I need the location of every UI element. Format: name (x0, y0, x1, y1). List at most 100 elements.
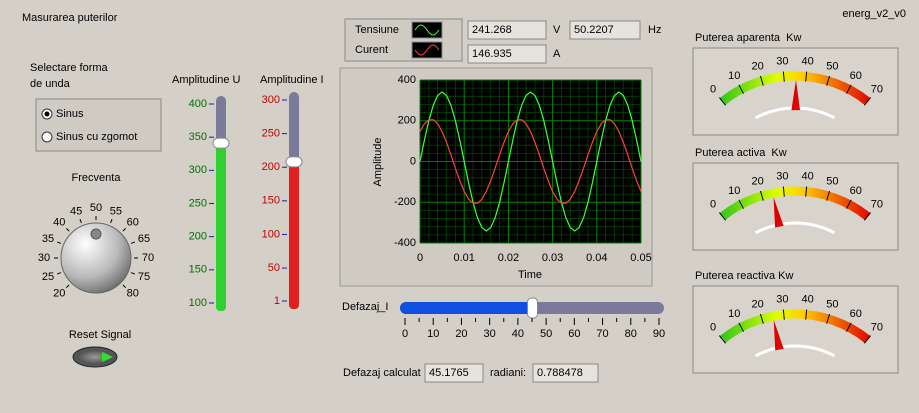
gauge-tick (805, 186, 808, 197)
knob-tick (65, 227, 70, 232)
radians-value: 0.788478 (537, 367, 583, 379)
slider-tick-label: 80 (625, 328, 637, 340)
knob-tick (122, 284, 127, 289)
slider-tick-label: 200 (262, 161, 280, 173)
unit-label: V (553, 24, 561, 36)
y-tick-label: 0 (410, 155, 416, 167)
knob[interactable] (60, 222, 132, 294)
gauge: 0 10 20 30 40 50 60 70 (710, 171, 883, 235)
knob-tick (57, 272, 62, 275)
readout-label: Defazaj calculat (343, 367, 421, 379)
gauge-panel (692, 162, 899, 251)
slider-thumb[interactable] (285, 156, 303, 168)
gauge-tick (718, 335, 726, 344)
waveform-line (419, 119, 642, 204)
slider-tick-label: 60 (568, 328, 580, 340)
gauge-tick (738, 84, 744, 94)
reset-button[interactable] (72, 346, 118, 368)
slider-tick-label: 250 (262, 128, 280, 140)
gauge-tick (759, 190, 764, 201)
gauge-tick-label: 30 (776, 56, 788, 68)
slider-thumb[interactable] (526, 297, 538, 319)
gauge-tick (805, 309, 808, 320)
knob-tick-label: 30 (38, 252, 50, 264)
gauge-tick-label: 20 (751, 60, 763, 72)
knob-tick-label: 25 (42, 271, 54, 283)
radio-option[interactable]: Sinus (56, 108, 84, 120)
knob-tick-label: 75 (138, 271, 150, 283)
slider-tick-label: 350 (189, 131, 207, 143)
y-axis-label: Amplitude (372, 138, 384, 187)
x-tick-label: 0 (417, 252, 423, 264)
gauge-tick (864, 212, 872, 221)
legend-label: Tensiune (355, 24, 399, 36)
x-tick-label: 0.05 (630, 252, 651, 264)
knob-tick (57, 241, 62, 244)
gauge-panel (692, 285, 899, 374)
slider-thumb[interactable] (212, 137, 230, 149)
waveform-label: de unda (30, 78, 71, 90)
gauge-tick (759, 313, 764, 324)
knob-pointer (90, 228, 102, 240)
gauge-tick-label: 0 (710, 322, 716, 334)
gauge-tick (718, 97, 726, 106)
gauge-tick-label: 30 (776, 171, 788, 183)
gauge-tick (864, 335, 872, 344)
slider-tick-label: 90 (653, 328, 665, 340)
panel-title: Masurarea puterilor (22, 12, 118, 24)
slider-label: Amplitudine U (172, 74, 241, 86)
frequency-value: 50.2207 (574, 24, 614, 36)
gauge-inner-arc (754, 221, 836, 235)
slider-tick-label: 10 (427, 328, 439, 340)
slider-fill (400, 302, 533, 314)
gauge-inner-arc (754, 344, 836, 358)
gauge-tick-label: 0 (710, 84, 716, 96)
readout-box (424, 363, 484, 383)
knob-tick-label: 45 (70, 206, 82, 218)
gauge-band (719, 186, 871, 220)
gauge-band (719, 309, 871, 343)
gauge-tick (826, 313, 831, 324)
knob-tick-label: 35 (42, 233, 54, 245)
radio-option[interactable]: Sinus cu zgomot (56, 131, 137, 143)
knob-tick-label: 70 (142, 252, 154, 264)
knob-tick (122, 227, 127, 232)
waveform-label: Selectare forma (30, 62, 109, 74)
slider-tick-label: 50 (268, 262, 280, 274)
gauge-tick-label: 70 (871, 322, 883, 334)
radio-button[interactable] (41, 131, 53, 143)
gauge-tick (846, 199, 852, 209)
waveform-line (419, 91, 642, 232)
gauge-tick-label: 60 (850, 185, 862, 197)
gauge-tick (805, 71, 808, 82)
slider-tick-label: 300 (189, 164, 207, 176)
slider-tick-label: 150 (262, 195, 280, 207)
gauge-tick-label: 20 (751, 175, 763, 187)
knob-tick-label: 60 (127, 217, 139, 229)
knob-tick (110, 219, 113, 224)
unit-label: Hz (648, 24, 661, 36)
x-tick-label: 0.02 (498, 252, 519, 264)
gauge-tick-label: 40 (801, 294, 813, 306)
slider-label: Defazaj_I (342, 301, 388, 313)
gauge-needle (773, 197, 784, 228)
gauge-needle (773, 320, 784, 351)
legend-swatch (414, 24, 440, 36)
slider-tick-label: 300 (262, 94, 280, 106)
gauge-tick (738, 322, 744, 332)
readout-label: radiani: (490, 367, 526, 379)
readout-box (569, 20, 641, 40)
knob-tick-label: 20 (53, 287, 65, 299)
gauge-tick (782, 186, 785, 197)
slider-tick-label: 100 (189, 297, 207, 309)
gauge-tick-label: 0 (710, 199, 716, 211)
gauge-tick-label: 40 (801, 171, 813, 183)
gauge-tick-label: 70 (871, 84, 883, 96)
gauge-tick (846, 84, 852, 94)
gauge-tick (782, 71, 785, 82)
knob-tick (65, 284, 70, 289)
legend-swatch (414, 44, 440, 56)
gauge-label: Puterea aparenta Kw (695, 32, 801, 44)
knob-tick (130, 272, 135, 275)
slider-tick-label: 0 (402, 328, 408, 340)
